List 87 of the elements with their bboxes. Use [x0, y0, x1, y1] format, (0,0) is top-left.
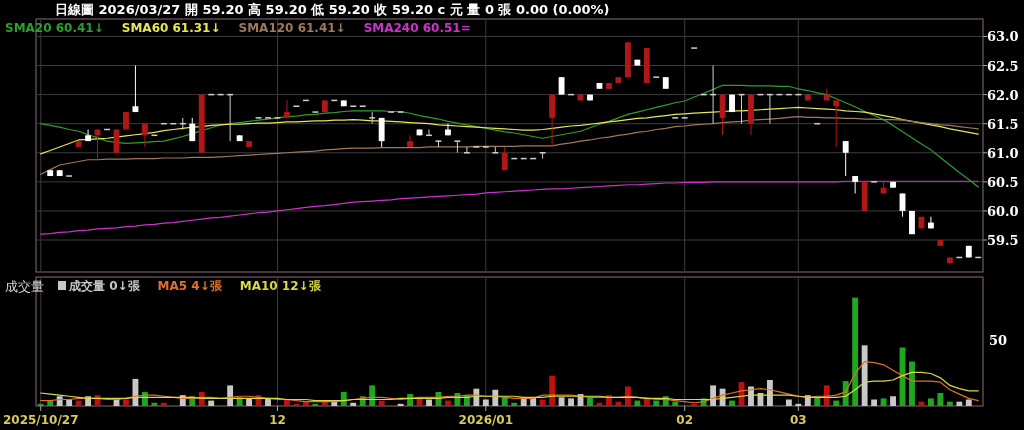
text: SMA20 60.41↓ — [5, 21, 104, 35]
text: SMA60 61.31↓ — [121, 21, 221, 35]
bar — [426, 399, 432, 406]
bar — [539, 399, 546, 406]
bar — [151, 402, 158, 406]
bar — [492, 389, 499, 406]
text: MA10 12↓張 — [239, 279, 322, 293]
bar — [965, 399, 972, 406]
y-tick-label: 60.5 — [987, 174, 1019, 190]
x-tick-label: 2026/01 — [458, 413, 514, 427]
y-tick-label: 60.0 — [987, 203, 1019, 219]
bar — [56, 396, 63, 406]
candlestick — [842, 140, 849, 177]
bar — [946, 401, 953, 406]
bar — [293, 403, 300, 406]
bar — [729, 400, 735, 406]
line-series — [40, 84, 979, 188]
bar — [208, 400, 215, 406]
bar — [160, 402, 167, 406]
bar — [795, 403, 802, 406]
y-tick-label: 62.5 — [987, 58, 1019, 74]
bar — [880, 398, 887, 406]
chart-title: 日線圖 2026/03/27 開 59.20 高 59.20 低 59.20 收 59.20 c 元 量 0 張 0.00 (0.00%) — [55, 2, 610, 17]
bar — [852, 297, 859, 406]
bar — [634, 400, 641, 406]
x-tick-label: 02 — [676, 413, 694, 427]
legend-label: 成交量 0↓張 — [68, 279, 141, 293]
text: SMA240 60.51= — [363, 21, 471, 35]
candlestick — [407, 134, 413, 148]
bar — [397, 403, 404, 406]
bar — [482, 399, 489, 406]
bar — [833, 400, 840, 406]
bar — [312, 403, 319, 406]
chart-title: 成交量 — [5, 279, 44, 294]
candlestick — [454, 140, 461, 154]
bar — [624, 386, 631, 406]
bar — [653, 400, 660, 406]
bar — [369, 385, 376, 406]
bar — [691, 403, 698, 406]
candlestick — [378, 117, 385, 148]
x-tick-label: 12 — [269, 413, 286, 427]
bar — [331, 401, 338, 406]
x-tick-label: 03 — [789, 413, 807, 427]
bar — [615, 401, 622, 406]
bar — [378, 400, 385, 406]
bar — [302, 401, 309, 406]
text: 50 — [989, 333, 1008, 349]
candlestick — [719, 94, 726, 136]
bar — [937, 393, 944, 406]
candlestick — [284, 99, 290, 119]
bar — [75, 400, 82, 406]
y-tick-label: 62.0 — [987, 87, 1019, 103]
bar — [568, 398, 574, 406]
line-series — [40, 116, 979, 175]
y-tick-label: 63.0 — [987, 29, 1019, 45]
bar — [909, 361, 915, 406]
bar — [927, 398, 934, 406]
bar — [350, 402, 357, 406]
bar — [672, 401, 679, 406]
candlestick — [463, 146, 470, 154]
bar — [785, 399, 792, 406]
y-tick-label: 61.0 — [987, 145, 1019, 161]
bar — [340, 391, 347, 406]
bar — [132, 378, 139, 406]
bar — [871, 399, 878, 406]
bar — [956, 401, 963, 406]
bar — [47, 400, 54, 406]
bar — [445, 400, 451, 406]
bar — [321, 401, 328, 406]
candlestick — [833, 99, 840, 148]
x-tick-label: 2025/10/27 — [2, 413, 79, 427]
y-tick-label: 59.5 — [987, 233, 1019, 249]
bar — [890, 396, 896, 406]
text: MA5 4↓張 — [157, 279, 223, 293]
bar — [861, 345, 868, 406]
bar — [710, 385, 717, 406]
candlestick — [549, 94, 556, 148]
bar — [766, 379, 773, 406]
candlestick — [132, 65, 139, 113]
bar — [407, 394, 413, 406]
bar — [37, 403, 44, 406]
y-tick-label: 61.5 — [987, 116, 1019, 132]
bar — [123, 399, 129, 406]
bar — [511, 402, 518, 406]
bar — [558, 397, 565, 406]
bar — [549, 375, 556, 406]
text: SMA120 61.41↓ — [238, 21, 346, 35]
